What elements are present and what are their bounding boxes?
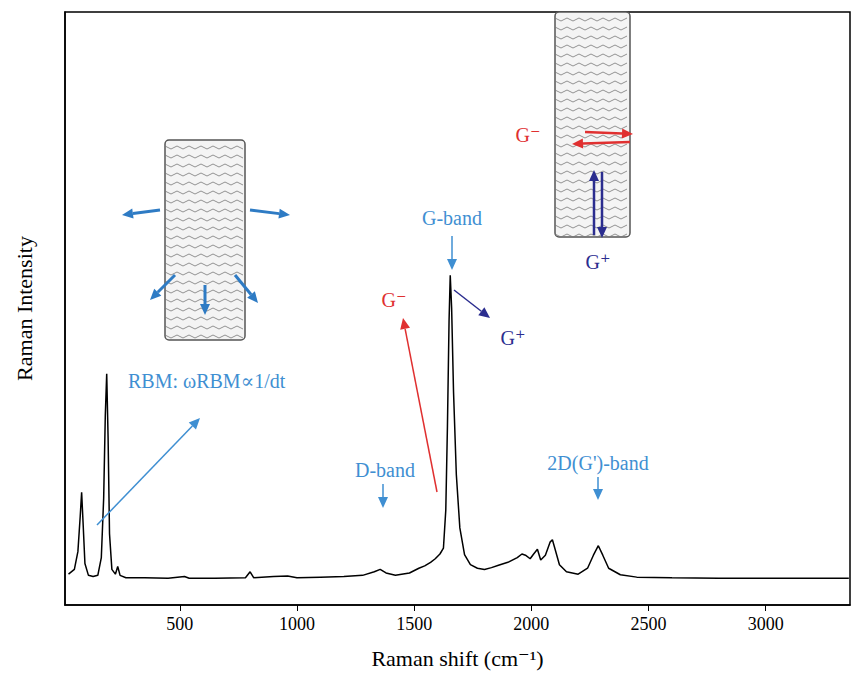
svg-text:3000: 3000 [748, 614, 784, 634]
svg-text:500: 500 [166, 614, 193, 634]
svg-text:Raman Intensity: Raman Intensity [12, 236, 37, 381]
svg-text:1000: 1000 [279, 614, 315, 634]
svg-text:D-band: D-band [355, 459, 415, 481]
svg-text:1500: 1500 [396, 614, 432, 634]
svg-text:G⁺: G⁺ [586, 251, 611, 273]
svg-text:2D(G')-band: 2D(G')-band [547, 452, 648, 475]
svg-text:G⁻: G⁻ [516, 124, 541, 146]
svg-text:Raman shift (cm⁻¹): Raman shift (cm⁻¹) [371, 646, 543, 671]
svg-text:RBM: ωRBM∝1/dt: RBM: ωRBM∝1/dt [128, 370, 286, 392]
svg-text:G⁻: G⁻ [382, 289, 407, 311]
svg-text:2000: 2000 [513, 614, 549, 634]
svg-text:2500: 2500 [630, 614, 666, 634]
svg-text:G-band: G-band [422, 207, 482, 229]
svg-text:G⁺: G⁺ [501, 327, 526, 349]
